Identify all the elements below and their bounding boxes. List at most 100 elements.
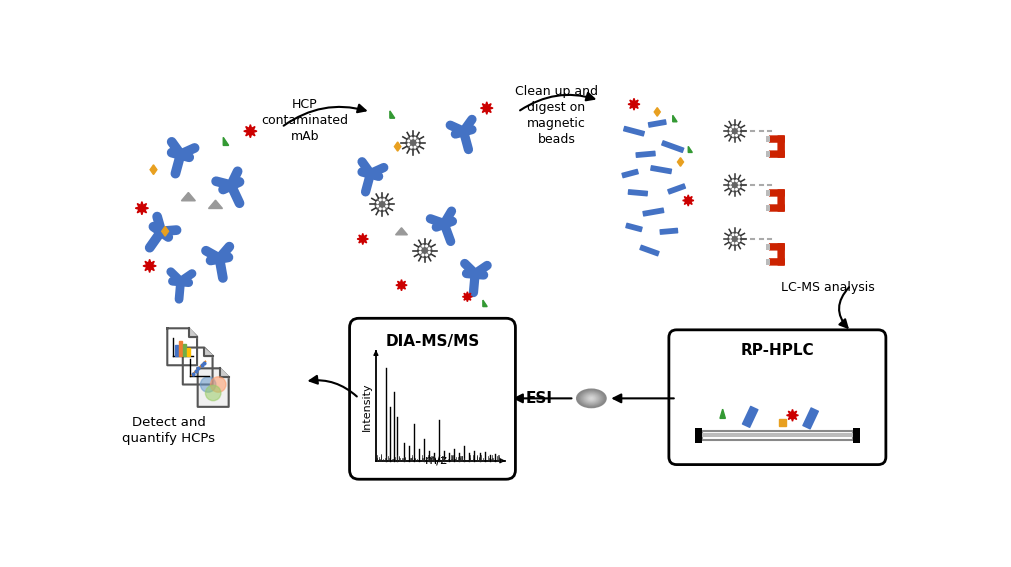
Circle shape bbox=[736, 188, 737, 190]
Polygon shape bbox=[357, 234, 368, 244]
Polygon shape bbox=[787, 409, 799, 421]
Circle shape bbox=[415, 137, 416, 139]
Polygon shape bbox=[223, 137, 228, 145]
FancyBboxPatch shape bbox=[777, 189, 785, 211]
Circle shape bbox=[422, 254, 424, 256]
Polygon shape bbox=[150, 165, 157, 175]
FancyBboxPatch shape bbox=[777, 243, 785, 265]
Ellipse shape bbox=[585, 395, 598, 402]
Bar bbox=[766, 151, 769, 157]
Circle shape bbox=[383, 208, 385, 210]
Text: HCP
contaminated
mAb: HCP contaminated mAb bbox=[261, 98, 348, 143]
Polygon shape bbox=[183, 348, 212, 384]
Circle shape bbox=[730, 129, 731, 130]
FancyBboxPatch shape bbox=[623, 126, 645, 137]
Polygon shape bbox=[198, 369, 228, 407]
Circle shape bbox=[732, 126, 734, 128]
Text: Clean up and
digest on
magnetic
beads: Clean up and digest on magnetic beads bbox=[515, 85, 598, 146]
Circle shape bbox=[375, 197, 389, 211]
FancyBboxPatch shape bbox=[768, 243, 785, 251]
Bar bbox=[766, 259, 769, 265]
FancyBboxPatch shape bbox=[768, 258, 785, 265]
FancyBboxPatch shape bbox=[659, 228, 678, 235]
Circle shape bbox=[736, 180, 737, 181]
Ellipse shape bbox=[589, 397, 593, 400]
Polygon shape bbox=[688, 146, 693, 153]
Circle shape bbox=[379, 199, 381, 201]
Circle shape bbox=[732, 188, 734, 190]
Circle shape bbox=[210, 377, 226, 392]
Circle shape bbox=[730, 240, 731, 242]
FancyBboxPatch shape bbox=[742, 406, 758, 428]
Text: m/z: m/z bbox=[425, 454, 448, 467]
Polygon shape bbox=[390, 111, 394, 118]
FancyBboxPatch shape bbox=[802, 407, 819, 430]
FancyBboxPatch shape bbox=[768, 189, 785, 197]
Polygon shape bbox=[204, 348, 212, 356]
FancyBboxPatch shape bbox=[625, 223, 643, 232]
Circle shape bbox=[407, 140, 409, 142]
Polygon shape bbox=[672, 115, 677, 122]
FancyBboxPatch shape bbox=[350, 318, 516, 479]
Circle shape bbox=[736, 134, 737, 136]
Circle shape bbox=[379, 208, 381, 210]
Circle shape bbox=[407, 144, 409, 145]
Bar bbox=[695, 428, 702, 443]
Polygon shape bbox=[677, 158, 683, 166]
FancyBboxPatch shape bbox=[768, 136, 785, 143]
Circle shape bbox=[732, 134, 734, 136]
Polygon shape bbox=[187, 348, 190, 356]
Circle shape bbox=[728, 179, 741, 192]
Polygon shape bbox=[628, 98, 640, 110]
Circle shape bbox=[377, 205, 378, 207]
Circle shape bbox=[429, 248, 430, 249]
Circle shape bbox=[426, 245, 428, 247]
Text: Intensity: Intensity bbox=[362, 382, 372, 431]
Bar bbox=[766, 136, 769, 142]
Ellipse shape bbox=[590, 397, 592, 399]
Circle shape bbox=[386, 205, 387, 207]
Ellipse shape bbox=[584, 393, 599, 403]
Circle shape bbox=[738, 183, 740, 184]
Ellipse shape bbox=[586, 395, 596, 401]
FancyBboxPatch shape bbox=[639, 244, 660, 256]
FancyBboxPatch shape bbox=[622, 169, 639, 179]
FancyBboxPatch shape bbox=[777, 136, 785, 158]
Polygon shape bbox=[208, 200, 222, 209]
Text: DIA-MS/MS: DIA-MS/MS bbox=[385, 334, 479, 349]
FancyBboxPatch shape bbox=[650, 165, 672, 174]
Circle shape bbox=[417, 140, 419, 142]
Text: Detect and
quantify HCPs: Detect and quantify HCPs bbox=[122, 416, 215, 445]
Polygon shape bbox=[175, 345, 178, 356]
FancyBboxPatch shape bbox=[642, 208, 664, 217]
Circle shape bbox=[738, 240, 740, 242]
Circle shape bbox=[410, 137, 412, 139]
Circle shape bbox=[738, 236, 740, 238]
Bar bbox=[766, 190, 769, 196]
Polygon shape bbox=[720, 409, 725, 418]
Circle shape bbox=[730, 132, 731, 134]
Polygon shape bbox=[181, 192, 195, 201]
Circle shape bbox=[732, 180, 734, 181]
Text: RP-HPLC: RP-HPLC bbox=[741, 343, 814, 358]
Ellipse shape bbox=[582, 393, 600, 404]
Polygon shape bbox=[189, 328, 197, 337]
Ellipse shape bbox=[580, 391, 603, 405]
Circle shape bbox=[429, 252, 430, 253]
Ellipse shape bbox=[581, 392, 602, 404]
Polygon shape bbox=[396, 280, 407, 291]
Polygon shape bbox=[143, 259, 157, 273]
Polygon shape bbox=[167, 328, 197, 365]
FancyBboxPatch shape bbox=[661, 140, 684, 153]
Polygon shape bbox=[654, 108, 660, 116]
Circle shape bbox=[415, 146, 416, 148]
Circle shape bbox=[736, 126, 737, 128]
Polygon shape bbox=[179, 341, 182, 356]
Circle shape bbox=[377, 202, 378, 204]
Circle shape bbox=[420, 248, 421, 249]
Circle shape bbox=[730, 183, 731, 184]
Bar bbox=[853, 428, 860, 443]
Circle shape bbox=[426, 254, 428, 256]
Ellipse shape bbox=[579, 391, 604, 406]
Polygon shape bbox=[244, 125, 257, 138]
